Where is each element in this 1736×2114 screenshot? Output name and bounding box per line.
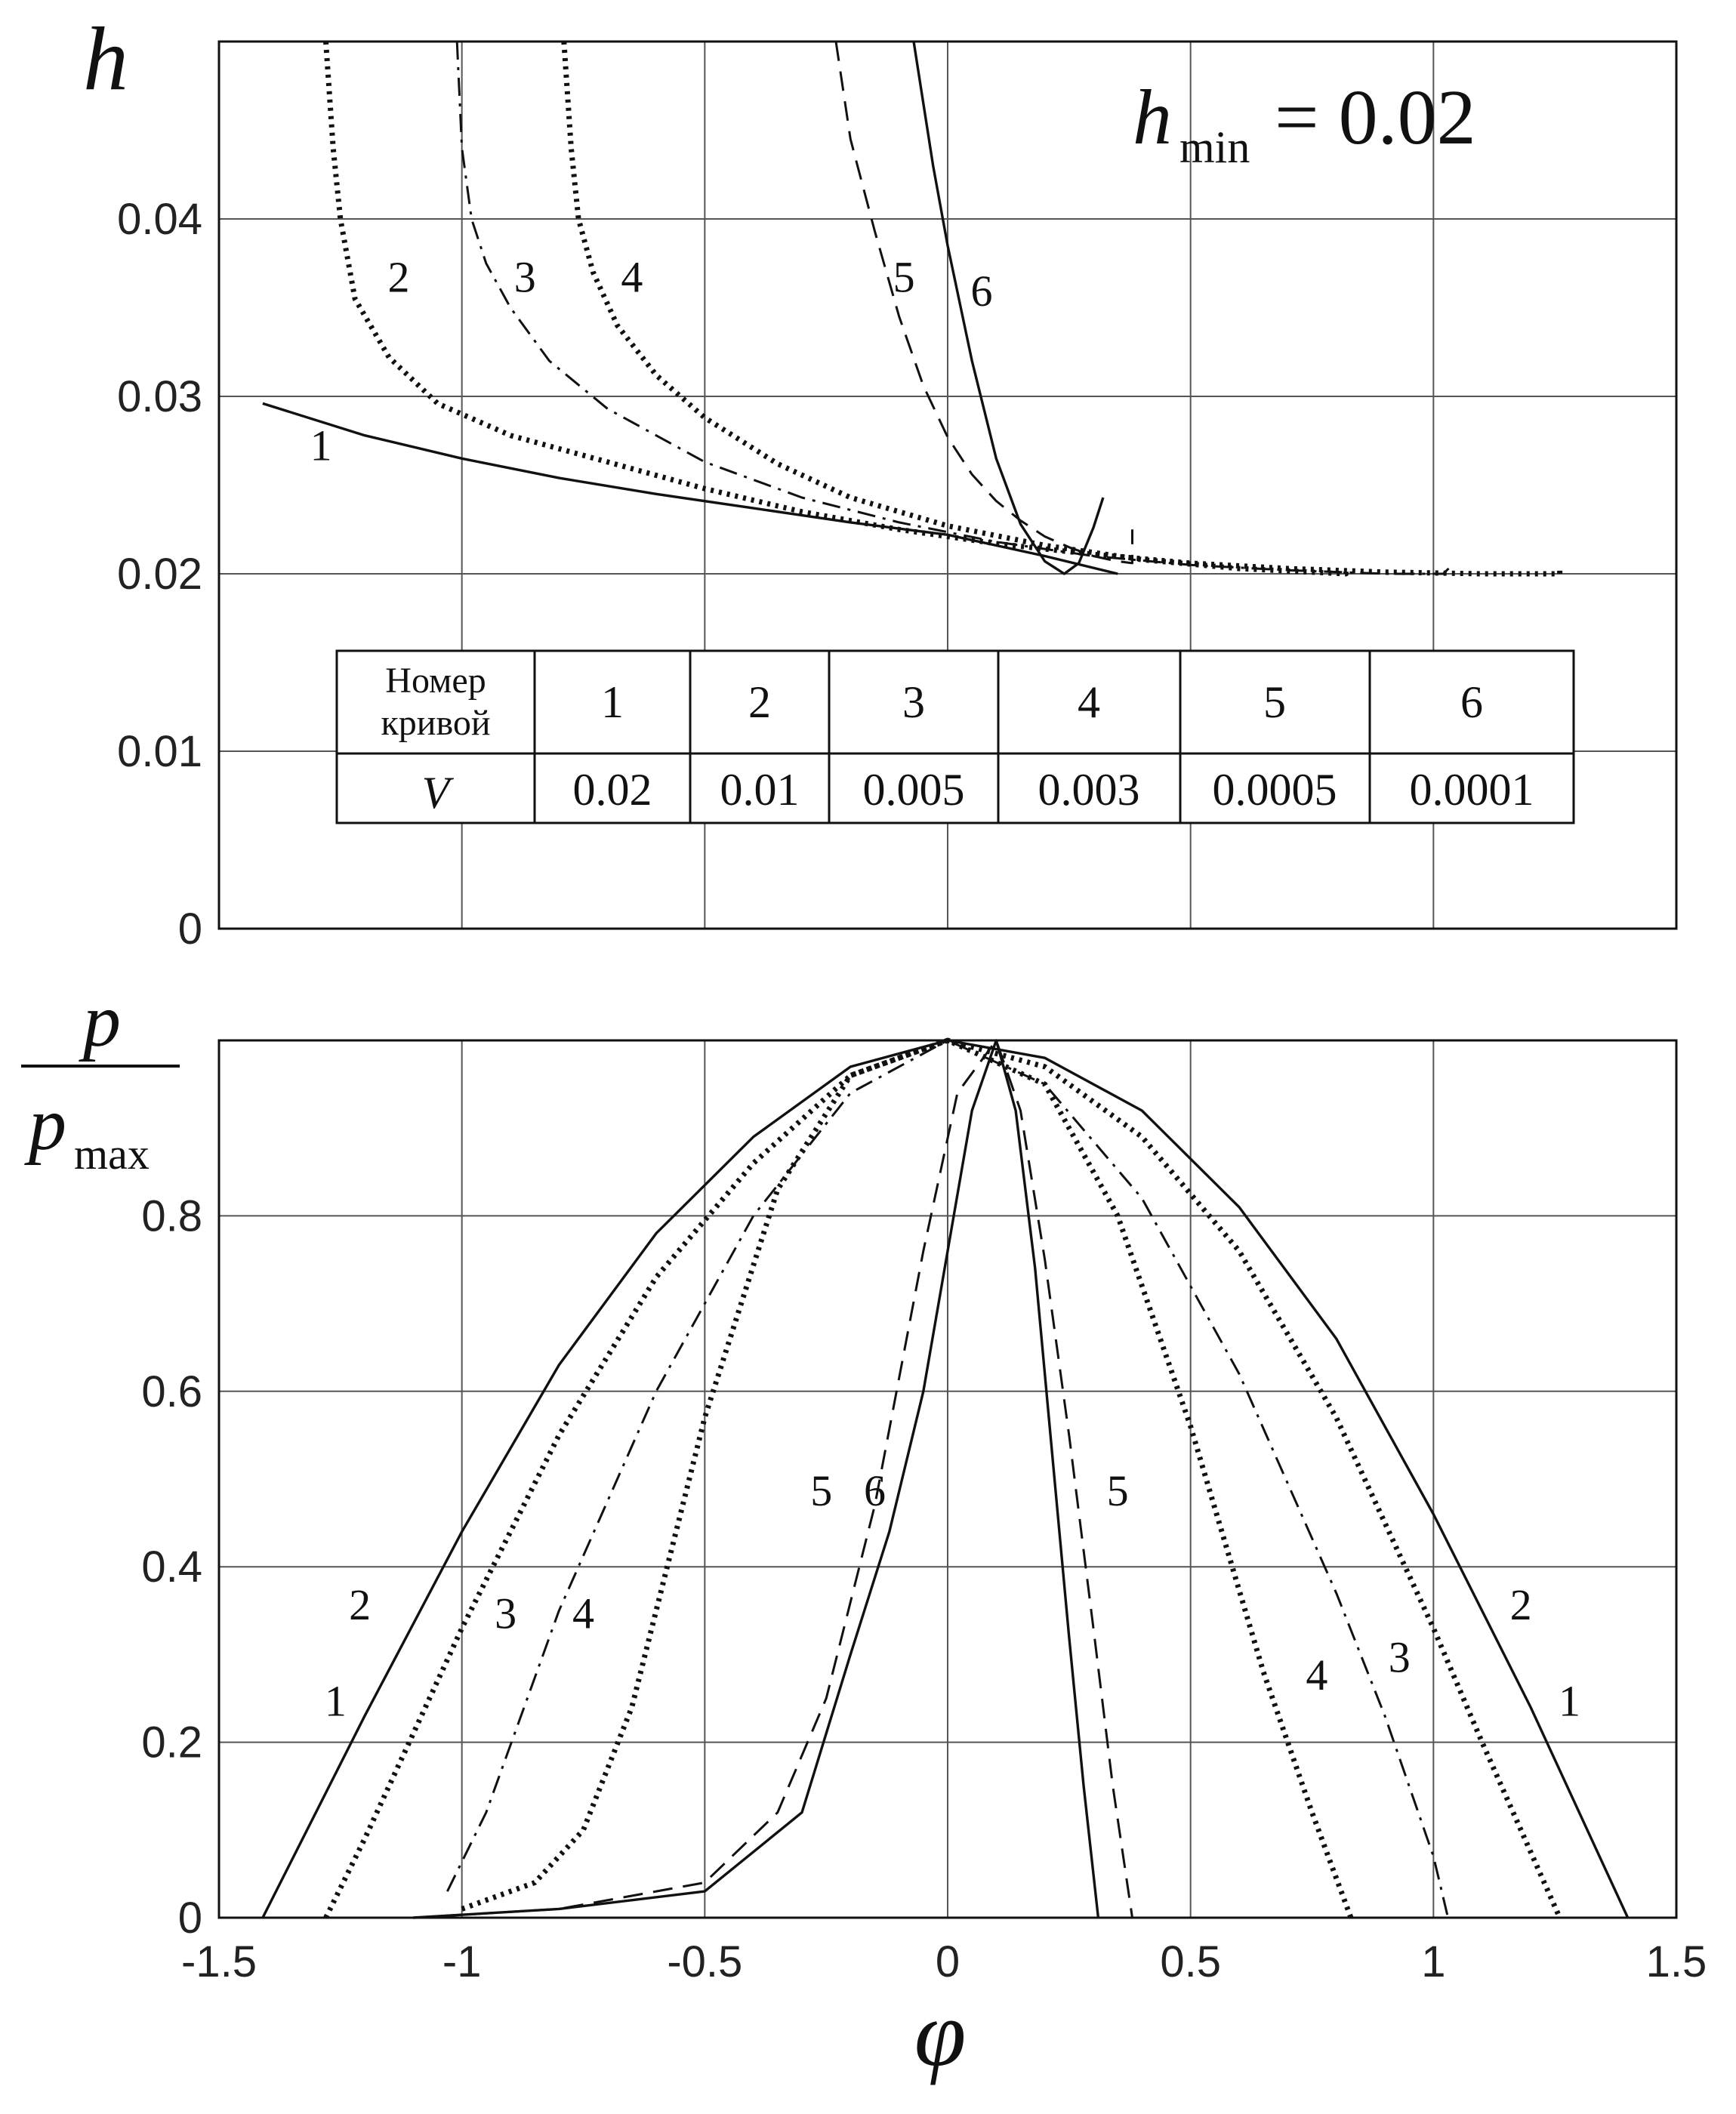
bottom-series-6-solid-line [413,1039,1100,1919]
bottom-series-3-dashdot-line [446,1039,1450,1918]
x-tick-label: -0.5 [667,1937,742,1986]
table-v-label: V [422,768,455,818]
table-v-value: 0.005 [863,765,965,815]
table-curve-number: 2 [748,677,771,727]
bottom-x-ticks: -1.5 -1 -0.5 0 0.5 1 1.5 [181,1937,1707,1986]
top-y-tick-label: 0.02 [117,550,202,599]
y-label-numerator: p [79,978,121,1062]
top-plot-frame [217,40,1678,930]
bottom-series-1-solid-line [261,1039,1630,1918]
table-header-line-1: Номер [385,661,486,701]
bottom-y-tick-label: 0.8 [141,1191,202,1240]
x-tick-label: 0.5 [1160,1937,1221,1986]
x-tick-label: 1 [1421,1937,1445,1986]
top-y-tick-label: 0 [178,904,202,954]
top-series-6-solid-line [912,41,1105,575]
top-curve-label: 4 [621,252,643,301]
hmin-symbol: h [1133,74,1172,161]
x-tick-label: -1.5 [181,1937,257,1986]
top-curve-label: 2 [388,252,410,301]
table-frame [335,649,1575,824]
table-v-value: 0.0001 [1410,765,1534,815]
top-y-tick-label: 0.01 [117,727,202,776]
bottom-curve-label: 5 [810,1466,832,1515]
bottom-y-tick-label: 0 [178,1894,202,1943]
table-curve-number: 3 [902,677,925,727]
table-curve-number: 1 [601,677,624,727]
table-v-value: 0.003 [1038,765,1140,815]
bottom-plot-frame [217,1039,1678,1919]
top-curve-label: 1 [310,421,332,470]
top-curve-labels: 1 2 3 4 5 6 [310,252,993,470]
bottom-curve-label: 6 [864,1466,886,1515]
bottom-curve-labels: 12 3 45 6 54 321 [325,1466,1580,1726]
bottom-series-4-dotted-line [461,1037,1354,1919]
bottom-curve-label: 3 [495,1589,516,1638]
x-tick-label: 0 [936,1937,960,1986]
bottom-y-ticks: 0 0.2 0.4 0.6 0.8 [141,1191,202,1943]
top-curve-label: 6 [971,267,993,316]
y-label-subscript: max [74,1129,150,1179]
bottom-curve-label: 1 [1559,1677,1580,1726]
top-series-3-dashdot-line [455,41,1451,575]
top-panel: 12 3 4 5 6 00.010.020.030.04 h h min = 0.02 … [83,8,1678,954]
bottom-series-5-dashed-line [413,1039,1133,1919]
bottom-curve-label: 5 [1107,1466,1129,1515]
table-header-line-2: кривой [381,703,490,743]
top-series-4-dotted-line [561,41,1349,577]
x-tick-label: 1.5 [1646,1937,1707,1986]
top-series-2-dotted-line [323,41,1563,577]
bottom-curve-label: 2 [1510,1580,1532,1629]
top-y-tick-label: 0.04 [117,195,202,244]
top-y-ticks: 0 0.01 0.02 0.03 0.04 [117,195,202,954]
bottom-series-2-dotted-line [323,1037,1562,1919]
bottom-grid [219,1040,1676,1918]
hmin-value: = 0.02 [1275,74,1476,161]
bottom-curve-label: 4 [572,1589,594,1638]
table-v-value: 0.02 [573,765,652,815]
table-curve-number: 6 [1460,677,1483,727]
hmin-annotation: h min = 0.02 [1133,74,1476,172]
table-v-value: 0.01 [720,765,800,815]
top-series [262,41,1563,577]
bottom-curve-label: 4 [1306,1650,1327,1700]
bottom-y-tick-label: 0.2 [141,1718,202,1767]
parameter-table: Номер кривой V 1 2 3 4 5 6 0.02 0.01 0.0… [335,649,1575,824]
bottom-y-tick-label: 0.6 [141,1367,202,1416]
x-tick-label: -1 [442,1937,482,1986]
top-curve-label: 3 [514,252,536,301]
bottom-panel: 12 3 45 6 54 321 00.20.40.60.8 -1.5 -1 -0.5 0 0.5… [21,978,1707,2085]
bottom-y-tick-label: 0.4 [141,1542,202,1592]
hmin-subscript: min [1179,122,1250,172]
top-curve-label: 5 [893,252,915,301]
bottom-curve-label: 2 [349,1580,371,1629]
top-y-tick-label: 0.03 [117,372,202,421]
table-v-value: 0.0005 [1213,765,1337,815]
y-label-denominator: p [24,1082,66,1166]
bottom-curve-label: 1 [325,1677,347,1726]
bottom-curve-label: 3 [1389,1633,1411,1682]
x-axis-label: φ [914,1982,967,2085]
bottom-y-label: p p max [21,978,180,1179]
top-series-5-dashed-line [834,41,1133,565]
bottom-series [261,1037,1630,1919]
table-curve-number: 5 [1263,677,1286,727]
top-y-label: h [83,8,128,109]
table-curve-number: 4 [1078,677,1100,727]
